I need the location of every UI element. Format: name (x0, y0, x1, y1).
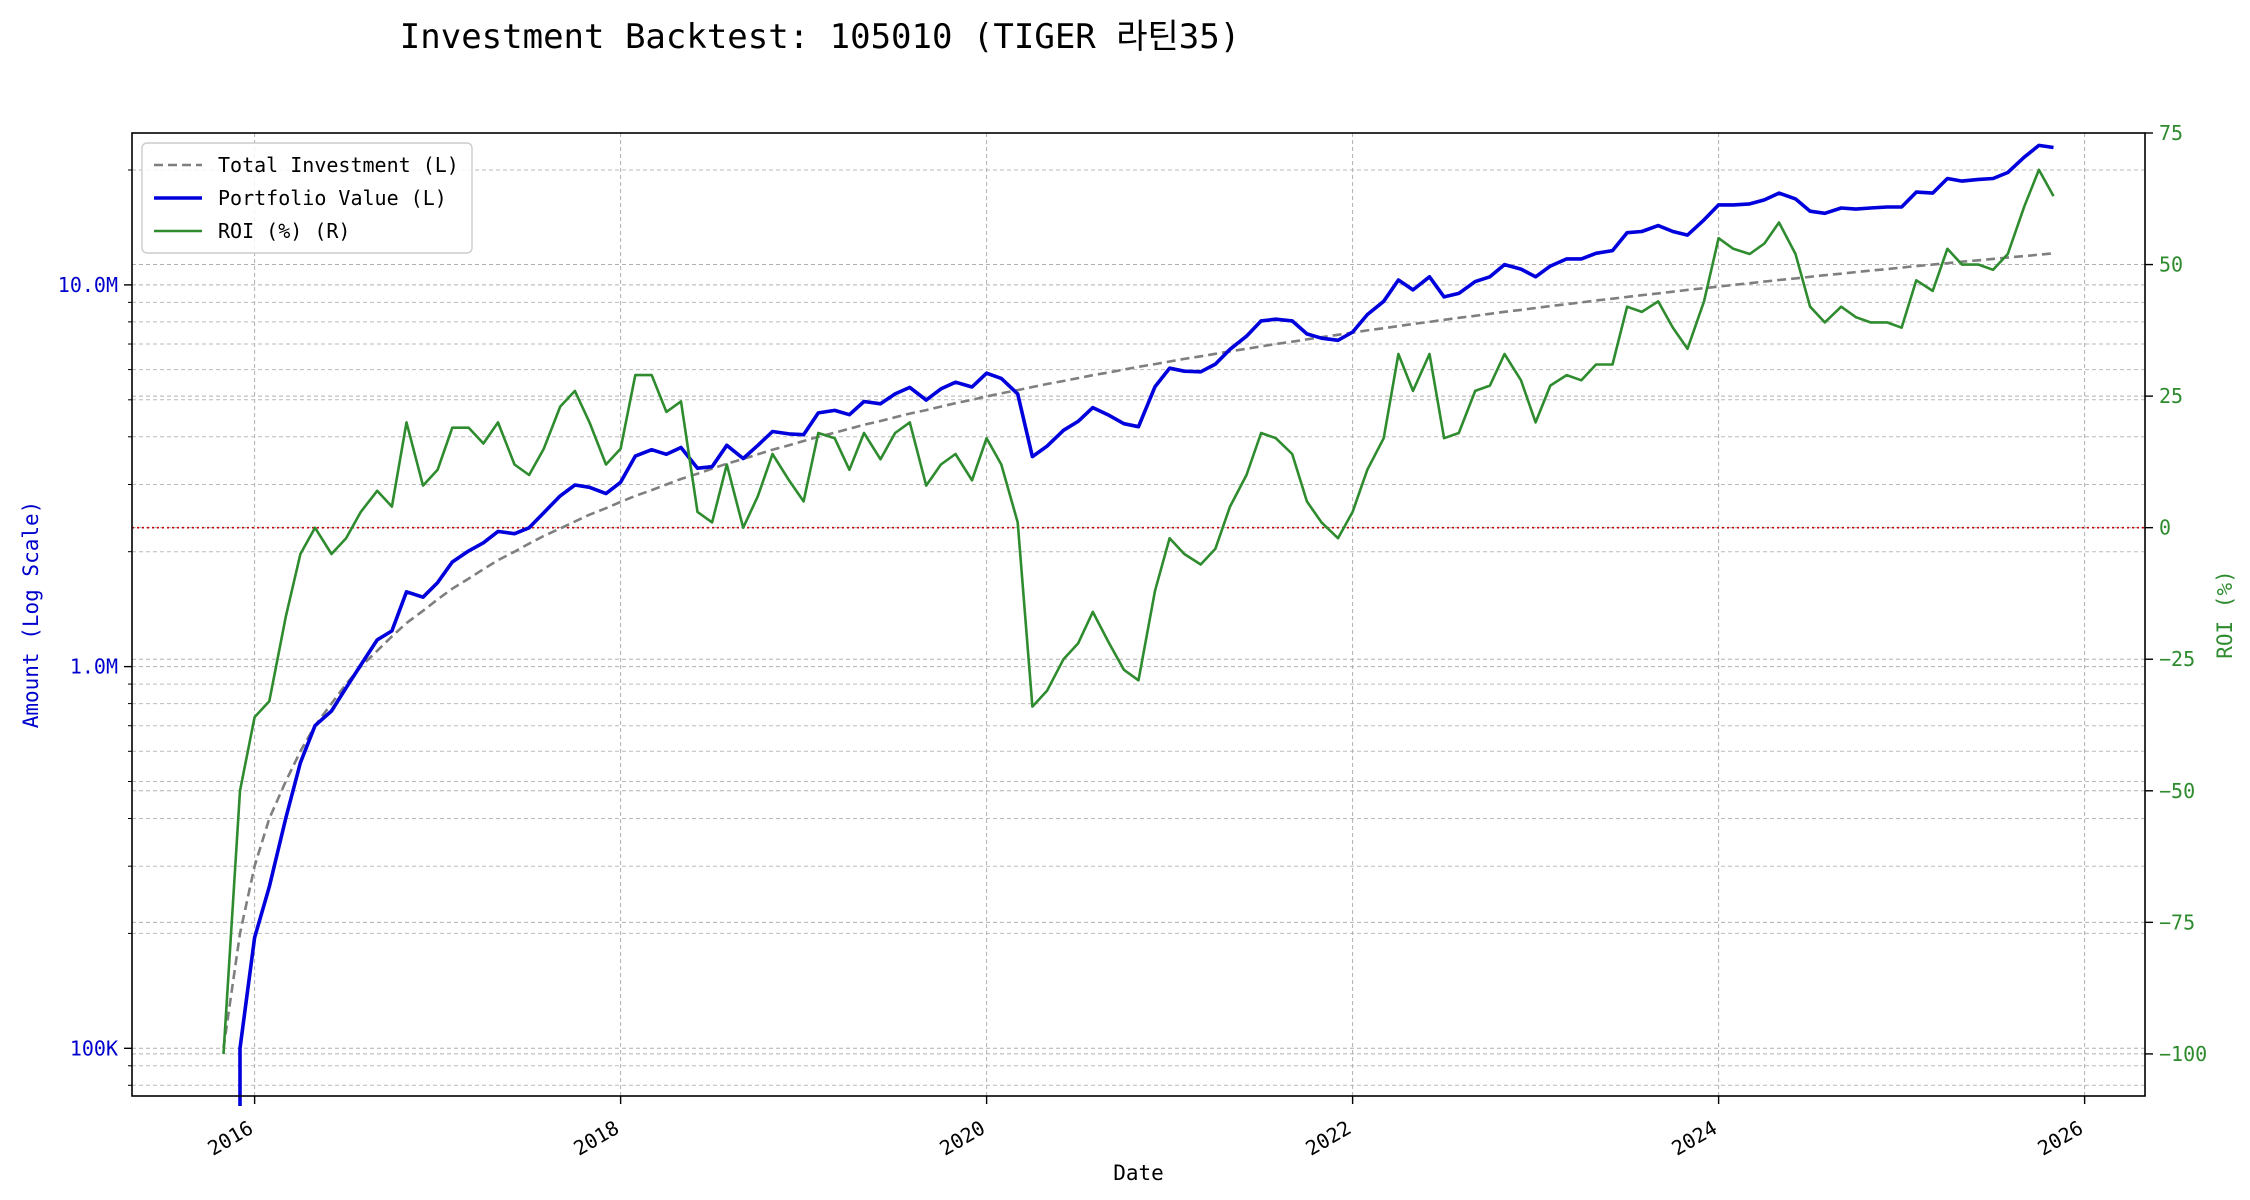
legend-box (141, 142, 473, 254)
right-tick-label: 75 (2159, 121, 2183, 145)
right-tick-label: −75 (2159, 910, 2195, 934)
left-y-axis-label: Amount (Log Scale) (19, 501, 43, 729)
x-tick-label: 2020 (935, 1116, 989, 1161)
right-tick-label: 0 (2159, 516, 2171, 540)
chart-title: Investment Backtest: 105010 (TIGER 라틴35) (400, 17, 1240, 57)
right-tick-label: −25 (2159, 647, 2195, 671)
left-y-axis: 100K 1.0M 10.0M (58, 169, 132, 1086)
legend-label: Total Investment (L) (218, 153, 459, 177)
plot-frame (131, 132, 2146, 1097)
series-line-2 (222, 168, 2055, 1054)
x-axis-label: Date (1113, 1161, 1164, 1185)
legend-label: Portfolio Value (L) (218, 186, 447, 210)
right-tick-label: 25 (2159, 384, 2183, 408)
legend: Total Investment (L) Portfolio Value (L) R… (141, 142, 473, 254)
x-tick-label: 2018 (569, 1116, 623, 1161)
x-axis: 2016 2018 2020 2022 2024 2026 (203, 1096, 2087, 1160)
right-y-axis: −100 −75 −50 −25 0 25 50 75 (2145, 121, 2207, 1066)
x-tick-label: 2026 (2033, 1116, 2087, 1161)
x-tick-label: 2024 (1667, 1116, 1721, 1161)
left-tick-label: 1.0M (70, 655, 118, 679)
right-y-axis-label: ROI (%) (2213, 570, 2237, 659)
series-line-1 (238, 143, 2054, 1106)
x-tick-label: 2022 (1301, 1116, 1355, 1161)
series-layer (222, 143, 2055, 1106)
x-tick-label: 2016 (203, 1116, 257, 1161)
right-tick-label: 50 (2159, 253, 2183, 277)
legend-label: ROI (%) (R) (218, 219, 350, 243)
right-tick-label: −50 (2159, 779, 2195, 803)
right-tick-label: −100 (2159, 1042, 2207, 1066)
left-tick-label: 100K (70, 1036, 118, 1060)
series-line-0 (222, 252, 2054, 1049)
grid-lines (132, 132, 2145, 1096)
left-tick-label: 10.0M (58, 273, 118, 297)
